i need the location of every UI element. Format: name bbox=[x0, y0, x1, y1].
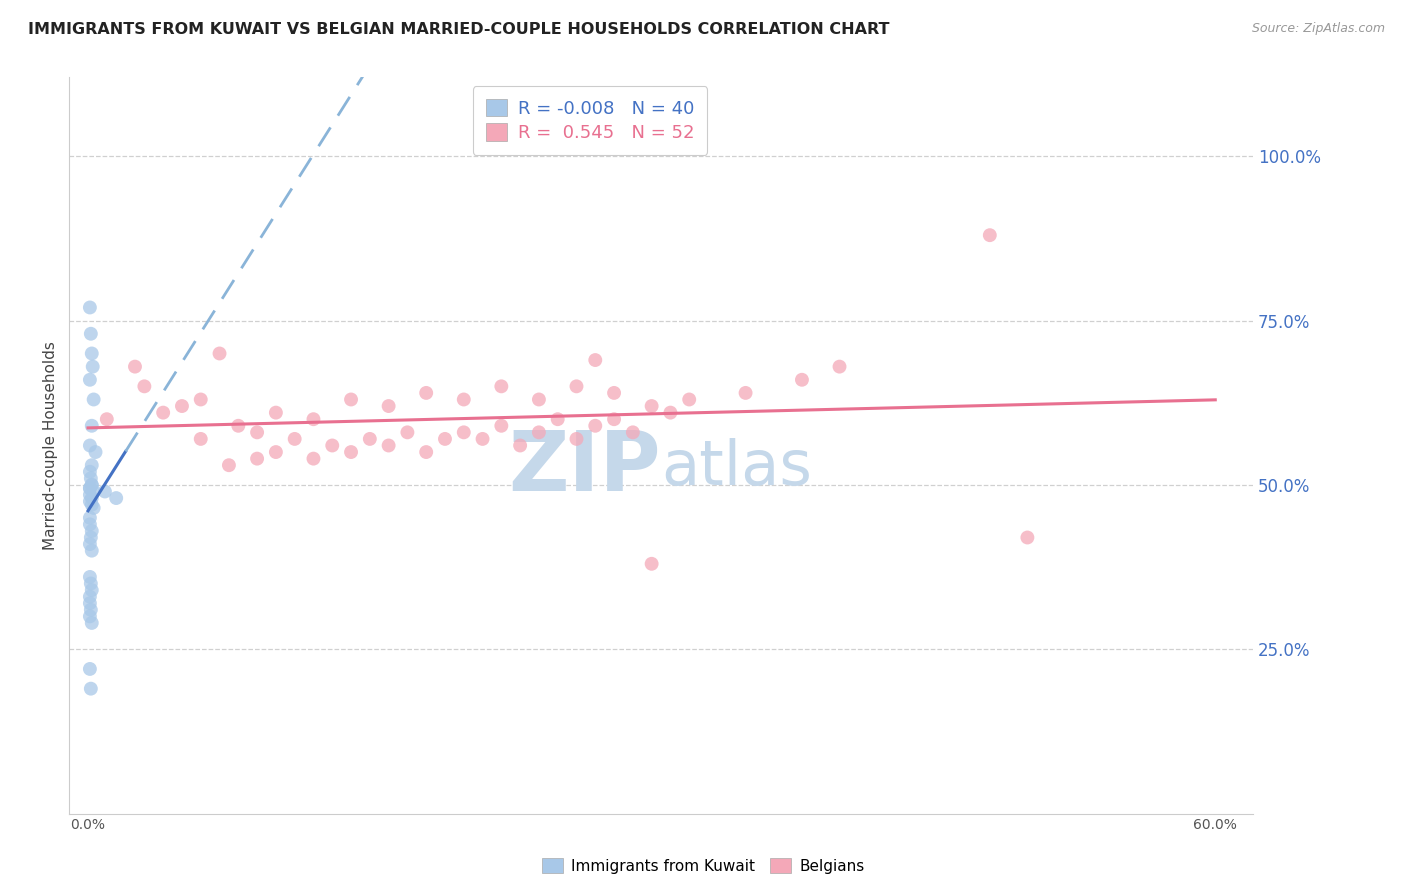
Point bbox=[152, 406, 174, 420]
Point bbox=[471, 432, 494, 446]
Point bbox=[979, 228, 1001, 243]
Point bbox=[218, 458, 240, 473]
Point bbox=[80, 346, 103, 360]
Point bbox=[264, 445, 287, 459]
Point bbox=[415, 385, 437, 400]
Point bbox=[79, 537, 101, 551]
Point bbox=[491, 418, 513, 433]
Point bbox=[170, 399, 193, 413]
Point bbox=[105, 491, 128, 505]
Point bbox=[79, 609, 101, 624]
Point bbox=[640, 557, 662, 571]
Point bbox=[190, 432, 212, 446]
Point bbox=[228, 418, 250, 433]
Point bbox=[678, 392, 700, 407]
Point bbox=[246, 425, 269, 440]
Point bbox=[96, 412, 118, 426]
Point bbox=[80, 491, 103, 505]
Point bbox=[79, 596, 101, 610]
Point bbox=[621, 425, 644, 440]
Point bbox=[79, 301, 101, 315]
Legend: Immigrants from Kuwait, Belgians: Immigrants from Kuwait, Belgians bbox=[536, 852, 870, 880]
Text: Source: ZipAtlas.com: Source: ZipAtlas.com bbox=[1251, 22, 1385, 36]
Point bbox=[80, 681, 103, 696]
Point bbox=[603, 385, 626, 400]
Point bbox=[828, 359, 851, 374]
Point bbox=[80, 543, 103, 558]
Point bbox=[453, 392, 475, 407]
Point bbox=[340, 392, 363, 407]
Point bbox=[509, 438, 531, 452]
Point bbox=[80, 576, 103, 591]
Point bbox=[79, 494, 101, 508]
Point bbox=[1017, 531, 1039, 545]
Text: ZIP: ZIP bbox=[509, 427, 661, 508]
Point bbox=[80, 498, 103, 512]
Point bbox=[79, 481, 101, 495]
Y-axis label: Married-couple Households: Married-couple Households bbox=[44, 341, 58, 550]
Point bbox=[734, 385, 756, 400]
Point bbox=[80, 471, 103, 485]
Point bbox=[359, 432, 381, 446]
Point bbox=[340, 445, 363, 459]
Point bbox=[453, 425, 475, 440]
Point bbox=[80, 524, 103, 538]
Point bbox=[527, 392, 550, 407]
Point bbox=[79, 488, 101, 502]
Point bbox=[659, 406, 682, 420]
Point bbox=[80, 615, 103, 630]
Text: atlas: atlas bbox=[661, 438, 811, 498]
Point bbox=[79, 510, 101, 524]
Point bbox=[491, 379, 513, 393]
Point bbox=[565, 432, 588, 446]
Point bbox=[583, 353, 606, 368]
Point bbox=[80, 603, 103, 617]
Point bbox=[302, 451, 325, 466]
Point bbox=[565, 379, 588, 393]
Point bbox=[134, 379, 156, 393]
Point bbox=[80, 326, 103, 341]
Point bbox=[547, 412, 569, 426]
Point bbox=[246, 451, 269, 466]
Point bbox=[83, 392, 105, 407]
Point bbox=[83, 500, 105, 515]
Point bbox=[377, 438, 399, 452]
Point bbox=[80, 418, 103, 433]
Point bbox=[124, 359, 146, 374]
Point bbox=[80, 583, 103, 598]
Point bbox=[94, 484, 117, 499]
Point bbox=[80, 478, 103, 492]
Point bbox=[433, 432, 456, 446]
Point bbox=[79, 517, 101, 532]
Point bbox=[527, 425, 550, 440]
Point bbox=[790, 373, 813, 387]
Point bbox=[396, 425, 419, 440]
Point bbox=[603, 412, 626, 426]
Point bbox=[321, 438, 343, 452]
Point bbox=[79, 465, 101, 479]
Point bbox=[79, 373, 101, 387]
Point bbox=[79, 590, 101, 604]
Point bbox=[302, 412, 325, 426]
Point bbox=[83, 484, 105, 499]
Point bbox=[190, 392, 212, 407]
Point bbox=[80, 458, 103, 473]
Legend: R = -0.008   N = 40, R =  0.545   N = 52: R = -0.008 N = 40, R = 0.545 N = 52 bbox=[472, 87, 707, 155]
Point bbox=[284, 432, 307, 446]
Point bbox=[264, 406, 287, 420]
Point bbox=[82, 359, 104, 374]
Point bbox=[79, 481, 101, 495]
Point bbox=[80, 531, 103, 545]
Point bbox=[80, 478, 103, 492]
Point bbox=[84, 445, 107, 459]
Point bbox=[640, 399, 662, 413]
Text: IMMIGRANTS FROM KUWAIT VS BELGIAN MARRIED-COUPLE HOUSEHOLDS CORRELATION CHART: IMMIGRANTS FROM KUWAIT VS BELGIAN MARRIE… bbox=[28, 22, 890, 37]
Point bbox=[377, 399, 399, 413]
Point bbox=[79, 662, 101, 676]
Point bbox=[79, 570, 101, 584]
Point bbox=[415, 445, 437, 459]
Point bbox=[583, 418, 606, 433]
Point bbox=[79, 438, 101, 452]
Point bbox=[208, 346, 231, 360]
